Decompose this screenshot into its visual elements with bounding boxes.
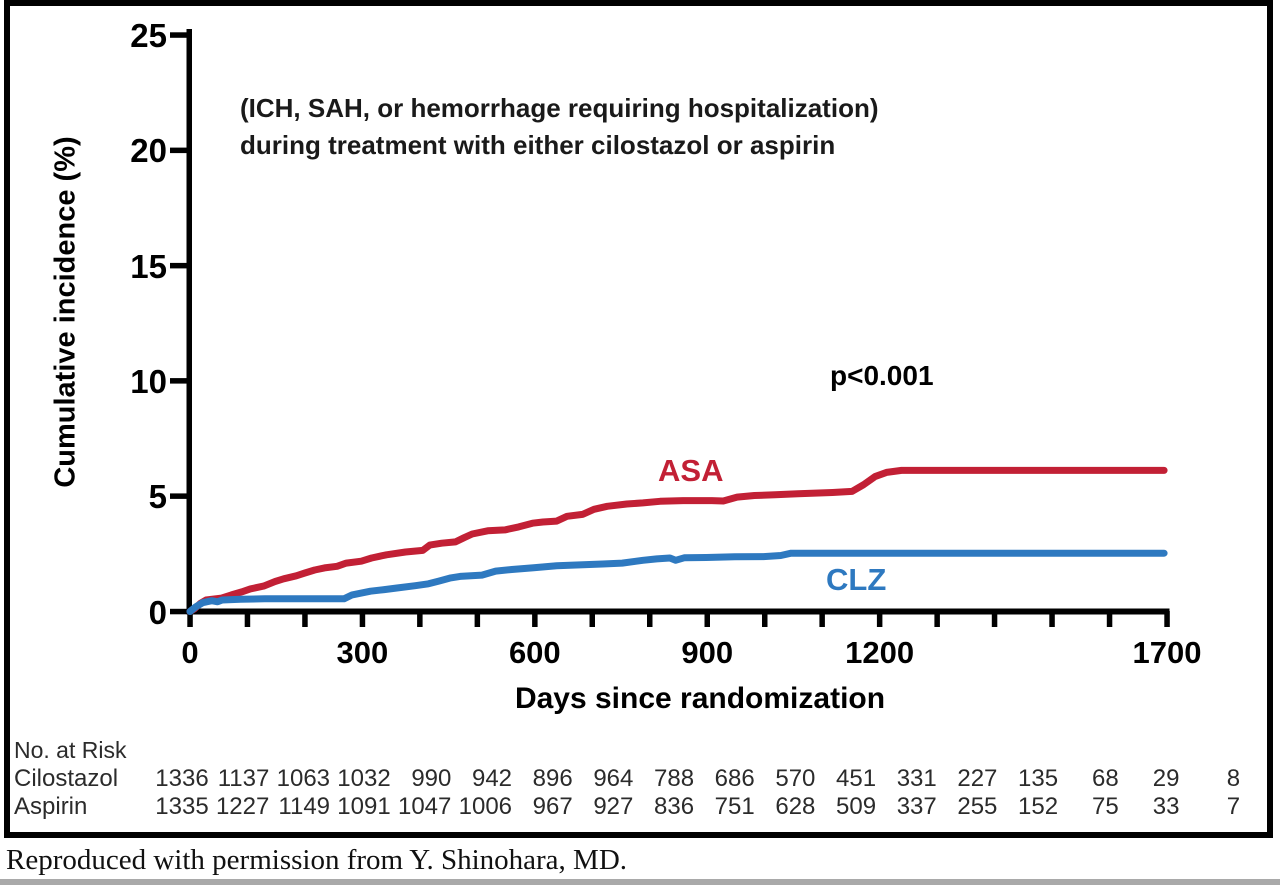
risk-value: 68 bbox=[1092, 765, 1119, 792]
y-tick-label: 0 bbox=[148, 593, 167, 631]
x-tick bbox=[1049, 611, 1055, 627]
y-tick-label: 20 bbox=[130, 132, 167, 170]
risk-value: 509 bbox=[836, 793, 877, 820]
x-tick bbox=[934, 611, 940, 627]
risk-value: 33 bbox=[1152, 793, 1180, 820]
risk-value: 1091 bbox=[337, 793, 391, 820]
risk-value: 1336 bbox=[155, 765, 209, 792]
x-tick-label: 1200 bbox=[845, 635, 915, 670]
risk-row-label: Aspirin bbox=[14, 793, 88, 820]
x-tick bbox=[991, 611, 998, 627]
risk-value: 1006 bbox=[458, 793, 513, 820]
risk-value: 964 bbox=[593, 765, 634, 792]
x-tick bbox=[417, 611, 423, 627]
risk-value: 990 bbox=[411, 765, 452, 792]
x-tick bbox=[589, 611, 595, 627]
risk-row-aspirin: Aspirin 1335 1227 1149 1091 1047 1006 967 927 836… bbox=[0, 793, 1280, 821]
risk-value: 686 bbox=[714, 765, 755, 792]
risk-value: 896 bbox=[532, 765, 573, 792]
y-tick-label: 25 bbox=[130, 17, 167, 54]
y-axis-line bbox=[186, 29, 192, 614]
x-tick bbox=[1106, 611, 1113, 627]
curve-clz bbox=[186, 549, 1168, 615]
risk-row-values: 1336 1137 1063 1032 990 942 896 964 788 686 570 451… bbox=[148, 765, 1240, 793]
risk-value: 927 bbox=[593, 793, 634, 820]
annotation-line-2: during treatment with either cilostazol … bbox=[240, 130, 836, 160]
y-tick-label: 15 bbox=[130, 247, 167, 285]
curve-asa bbox=[186, 466, 1168, 615]
y-tick bbox=[170, 262, 187, 269]
y-tick bbox=[170, 493, 187, 499]
risk-value: 152 bbox=[1018, 793, 1059, 820]
risk-value: 788 bbox=[654, 765, 695, 792]
series-label-asa: ASA bbox=[658, 453, 724, 488]
slide-bottom-edge bbox=[0, 879, 1280, 885]
x-tick-label: 300 bbox=[336, 635, 389, 670]
x-tick bbox=[302, 611, 308, 627]
x-tick bbox=[819, 611, 825, 627]
risk-value: 337 bbox=[896, 793, 937, 820]
annotation-line-1: (ICH, SAH, or hemorrhage requiring hospi… bbox=[240, 93, 879, 123]
x-axis-title: Days since randomization bbox=[514, 682, 886, 715]
risk-value: 331 bbox=[896, 765, 937, 792]
y-axis-title: Cumulative incidence (%) bbox=[49, 136, 82, 488]
y-tick bbox=[170, 378, 187, 384]
risk-value: 75 bbox=[1092, 793, 1119, 820]
chart-frame bbox=[4, 0, 1273, 838]
x-tick bbox=[1164, 611, 1170, 627]
cumulative-incidence-chart bbox=[170, 29, 1170, 627]
risk-value: 227 bbox=[957, 765, 998, 792]
risk-value: 836 bbox=[654, 793, 695, 820]
p-value-label: p<0.001 bbox=[830, 360, 934, 391]
x-tick bbox=[474, 611, 481, 627]
y-tick-label: 10 bbox=[130, 362, 167, 400]
x-tick bbox=[244, 611, 251, 627]
x-tick bbox=[359, 611, 366, 627]
risk-value: 1063 bbox=[276, 765, 331, 792]
y-tick-label: 5 bbox=[148, 478, 167, 516]
series-label-clz: CLZ bbox=[826, 562, 887, 597]
risk-row-values: 1335 1227 1149 1091 1047 1006 967 927 836 751 628 5… bbox=[148, 793, 1240, 821]
risk-value: 942 bbox=[471, 765, 513, 792]
chart-annotation: (ICH, SAH, or hemorrhage requiring hospi… bbox=[240, 90, 879, 164]
credit-line: Reproduced with permission from Y. Shino… bbox=[6, 844, 628, 876]
y-tick bbox=[170, 32, 187, 38]
x-tick bbox=[647, 611, 653, 627]
x-tick bbox=[532, 611, 538, 627]
x-tick bbox=[187, 611, 193, 627]
risk-value: 1032 bbox=[337, 765, 391, 792]
risk-value: 1047 bbox=[397, 793, 452, 820]
x-tick-label: 900 bbox=[681, 635, 734, 670]
risk-value: 8 bbox=[1226, 765, 1241, 792]
risk-value: 135 bbox=[1018, 765, 1059, 792]
risk-value: 1149 bbox=[278, 793, 331, 820]
x-tick-label: 600 bbox=[508, 635, 561, 670]
risk-value: 1335 bbox=[155, 793, 209, 820]
risk-value: 451 bbox=[836, 765, 877, 792]
x-tick-label: 1700 bbox=[1132, 635, 1202, 670]
x-tick bbox=[762, 611, 768, 627]
x-tick bbox=[876, 611, 883, 627]
x-tick-label: 0 bbox=[181, 635, 199, 670]
risk-row-cilostazol: Cilostazol 1336 1137 1063 1032 990 942 896 964 78… bbox=[0, 765, 1280, 793]
risk-value: 967 bbox=[532, 793, 573, 820]
risk-value: 7 bbox=[1226, 793, 1241, 820]
risk-value: 628 bbox=[775, 793, 816, 820]
risk-value: 255 bbox=[957, 793, 998, 820]
risk-table-title: No. at Risk bbox=[14, 737, 127, 763]
y-tick bbox=[170, 147, 187, 154]
risk-value: 570 bbox=[775, 765, 816, 792]
x-axis-line bbox=[186, 608, 1170, 615]
risk-value: 29 bbox=[1152, 765, 1180, 792]
risk-value: 1227 bbox=[215, 793, 270, 820]
y-tick bbox=[170, 608, 187, 615]
x-tick bbox=[704, 611, 710, 627]
risk-row-label: Cilostazol bbox=[14, 765, 119, 792]
risk-value: 751 bbox=[714, 793, 755, 820]
risk-value: 1137 bbox=[217, 765, 270, 792]
